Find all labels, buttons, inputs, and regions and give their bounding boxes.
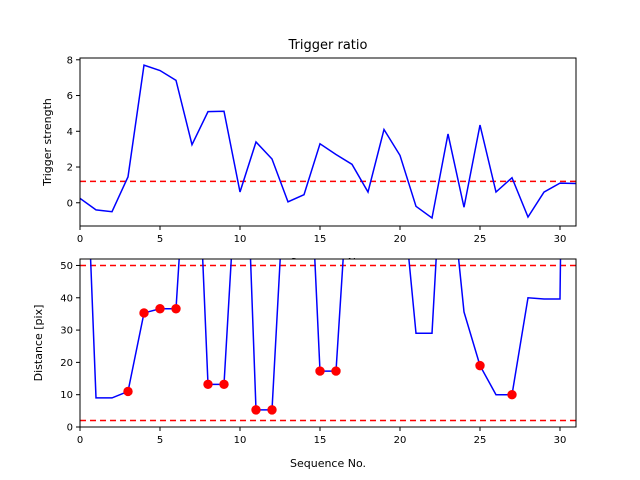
x-tick-label: 30 bbox=[554, 435, 567, 446]
y-tick-label: 10 bbox=[60, 390, 73, 401]
data-point bbox=[139, 308, 149, 318]
y-tick-label: 20 bbox=[60, 358, 73, 369]
data-point bbox=[251, 405, 261, 415]
y-tick-label: 0 bbox=[67, 198, 73, 209]
data-point bbox=[507, 389, 517, 400]
x-tick-label: 5 bbox=[157, 234, 163, 245]
y-tick-label: 30 bbox=[60, 326, 73, 337]
data-point bbox=[171, 304, 181, 314]
data-point bbox=[123, 386, 133, 397]
data-point bbox=[475, 360, 485, 371]
series-lines bbox=[80, 64, 576, 220]
x-tick-label: 10 bbox=[234, 234, 247, 245]
x-axis-ticks: 0 5 10 15 20 25 30 bbox=[77, 427, 567, 446]
y-axis-ticks: 0 2 4 6 8 bbox=[67, 55, 80, 209]
x-tick-label: 0 bbox=[77, 435, 83, 446]
x-tick-label: 10 bbox=[234, 435, 247, 446]
x-axis-ticks: 0 5 10 15 20 25 30 bbox=[77, 226, 567, 245]
data-point bbox=[203, 379, 213, 390]
plot-frame bbox=[79, 258, 577, 428]
y-tick-label: 2 bbox=[67, 163, 73, 174]
x-tick-label: 15 bbox=[314, 234, 327, 245]
x-axis-label: Sequence No. bbox=[290, 457, 366, 470]
threshold-lines bbox=[80, 264, 576, 422]
x-tick-label: 25 bbox=[474, 234, 487, 245]
data-point bbox=[155, 304, 165, 314]
y-tick-label: 50 bbox=[60, 261, 73, 272]
series-line bbox=[80, 64, 576, 220]
x-tick-label: 15 bbox=[314, 435, 327, 446]
data-markers bbox=[123, 304, 517, 415]
data-point bbox=[267, 405, 277, 415]
x-tick-label: 20 bbox=[394, 234, 407, 245]
x-tick-label: 5 bbox=[157, 435, 163, 446]
x-tick-label: 0 bbox=[77, 234, 83, 245]
y-tick-label: 40 bbox=[60, 293, 73, 304]
chart-title: Trigger ratio bbox=[288, 38, 368, 53]
y-axis-label: Distance [pix] bbox=[32, 305, 45, 382]
data-point bbox=[331, 366, 341, 376]
plot-frame bbox=[79, 57, 577, 227]
y-tick-label: 0 bbox=[67, 423, 73, 434]
distance-chart: 0 5 10 15 20 25 30 0 10 20 30 40 50 Sequence No. Di… bbox=[32, 258, 577, 470]
y-tick-label: 6 bbox=[67, 91, 73, 102]
y-tick-label: 4 bbox=[67, 127, 73, 138]
data-point bbox=[315, 366, 325, 376]
x-tick-label: 25 bbox=[474, 435, 487, 446]
y-tick-label: 8 bbox=[67, 55, 73, 66]
plot-area bbox=[80, 58, 576, 226]
y-axis-ticks: 0 10 20 30 40 50 bbox=[60, 261, 80, 434]
x-tick-label: 30 bbox=[554, 234, 567, 245]
plot-area bbox=[80, 259, 576, 427]
x-tick-label: 20 bbox=[394, 435, 407, 446]
y-axis-label: Trigger strength bbox=[41, 98, 54, 187]
data-point bbox=[219, 379, 229, 390]
